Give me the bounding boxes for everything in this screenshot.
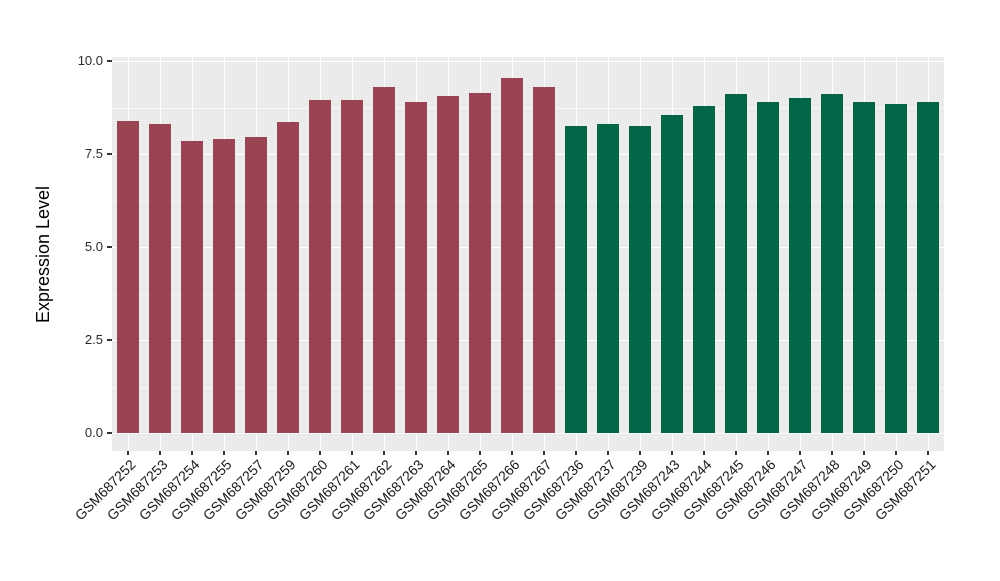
x-tick [671, 451, 673, 455]
bar [308, 100, 332, 433]
major-gridline [112, 340, 944, 342]
x-tick [895, 451, 897, 455]
x-tick [767, 451, 769, 455]
bar [532, 87, 556, 433]
x-tick [447, 451, 449, 455]
x-tick [319, 451, 321, 455]
x-tick [575, 451, 577, 455]
minor-gridline [112, 293, 944, 295]
y-tick [107, 153, 112, 155]
x-tick [223, 451, 225, 455]
y-tick-label: 5.0 [84, 239, 103, 254]
y-tick-label: 10.0 [77, 53, 103, 68]
major-gridline [112, 433, 944, 435]
bar [468, 92, 492, 433]
major-gridline [112, 247, 944, 249]
x-tick [511, 451, 513, 455]
bar [404, 101, 428, 433]
bar [596, 124, 620, 433]
y-tick [107, 60, 112, 62]
bar [116, 120, 140, 433]
y-tick-label: 0.0 [84, 425, 103, 440]
bar [500, 77, 524, 433]
bar [212, 139, 236, 433]
x-tick [543, 451, 545, 455]
x-tick [383, 451, 385, 455]
minor-gridline [112, 386, 944, 388]
minor-gridline [112, 107, 944, 109]
x-tick [159, 451, 161, 455]
bar [148, 124, 172, 433]
bar [788, 98, 812, 433]
bar [916, 101, 940, 433]
x-tick [831, 451, 833, 455]
bar [628, 126, 652, 433]
y-tick-label: 2.5 [84, 332, 103, 347]
x-tick [127, 451, 129, 455]
plot-panel [112, 57, 944, 451]
bar [372, 87, 396, 433]
x-tick [479, 451, 481, 455]
major-gridline [112, 154, 944, 156]
bar [756, 101, 780, 433]
y-tick [107, 339, 112, 341]
y-tick-label: 7.5 [84, 146, 103, 161]
x-tick [255, 451, 257, 455]
x-tick [287, 451, 289, 455]
bar [820, 94, 844, 433]
x-tick [415, 451, 417, 455]
y-tick [107, 432, 112, 434]
x-tick [927, 451, 929, 455]
x-tick [191, 451, 193, 455]
bar [564, 126, 588, 433]
bar [180, 140, 204, 433]
bar [692, 105, 716, 433]
x-tick [351, 451, 353, 455]
x-tick [863, 451, 865, 455]
minor-gridline [112, 200, 944, 202]
bar [436, 96, 460, 433]
bar [884, 103, 908, 433]
y-axis-title-text: Expression Level [33, 185, 54, 323]
bar [244, 137, 268, 433]
bar [852, 101, 876, 433]
y-tick [107, 246, 112, 248]
bar [340, 100, 364, 433]
bar [660, 114, 684, 433]
x-tick [639, 451, 641, 455]
major-gridline [112, 61, 944, 63]
x-tick [735, 451, 737, 455]
x-tick [799, 451, 801, 455]
bar [276, 122, 300, 433]
x-tick [607, 451, 609, 455]
x-tick [703, 451, 705, 455]
bar [724, 94, 748, 433]
